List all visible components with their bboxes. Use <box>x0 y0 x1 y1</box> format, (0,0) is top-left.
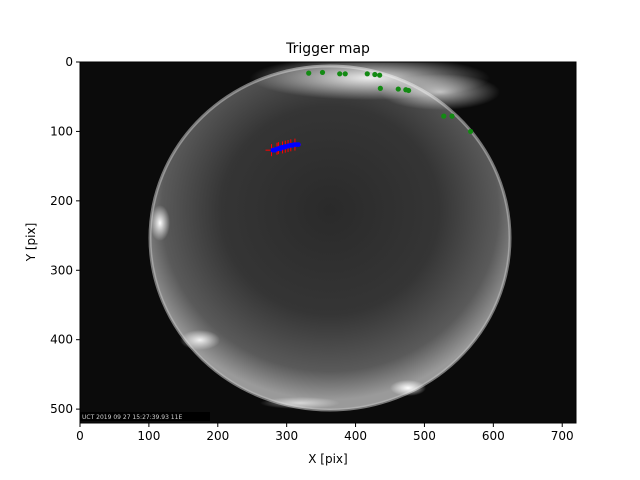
x-tick-label-4: 400 <box>344 429 367 443</box>
trigger-point-12 <box>295 142 301 148</box>
trigger-point-14 <box>278 146 283 152</box>
y-tick-label-4: 400 <box>50 333 73 347</box>
x-tick-label-6: 600 <box>482 429 505 443</box>
star-point-4 <box>364 71 370 77</box>
x-tick-label-0: 0 <box>76 429 84 443</box>
x-tick-label-1: 100 <box>137 429 160 443</box>
star-point-8 <box>395 86 401 92</box>
y-tick-label-0: 0 <box>65 55 73 69</box>
x-axis-label: X [pix] <box>308 452 347 466</box>
y-tick-label-1: 100 <box>50 124 73 138</box>
trigger-point-16 <box>286 143 292 149</box>
sky-image: UCT 2019 09 27 15:27:39.93 11E <box>80 62 576 423</box>
star-point-10 <box>406 87 412 94</box>
x-tick-label-3: 300 <box>275 429 298 443</box>
x-tick-label-2: 200 <box>206 429 229 443</box>
y-tick-label-2: 200 <box>50 194 73 208</box>
star-point-0 <box>306 70 312 76</box>
star-point-3 <box>342 71 348 77</box>
star-point-2 <box>337 71 343 77</box>
data-marks <box>265 69 474 157</box>
trigger-point-17 <box>290 142 296 148</box>
star-point-1 <box>319 69 326 76</box>
y-axis-label: Y [pix] <box>24 223 38 263</box>
chart-title: Trigger map <box>285 41 370 57</box>
plot-frame <box>79 61 577 424</box>
trigger-point-15 <box>282 144 287 150</box>
star-point-11 <box>441 113 447 119</box>
trigger-point-13 <box>272 147 278 153</box>
city-glow-bottom-right <box>390 380 426 396</box>
star-point-6 <box>377 72 383 78</box>
axis-ticks: 0 100 200 300 400 500 600 700 0 100 200 300 400 500 <box>50 55 574 443</box>
y-tick-label-3: 300 <box>50 263 73 277</box>
timestamp-strip <box>80 412 210 421</box>
timestamp-overlay: UCT 2019 09 27 15:27:39.93 11E <box>82 414 182 421</box>
sky-circle <box>150 66 510 410</box>
y-tick-label-5: 500 <box>50 402 73 416</box>
star-point-7 <box>377 85 383 91</box>
star-point-5 <box>372 71 378 78</box>
star-point-13 <box>468 128 474 135</box>
x-tick-label-7: 700 <box>551 429 574 443</box>
x-tick-label-5: 500 <box>413 429 436 443</box>
city-glow-left <box>150 205 170 241</box>
city-glow-bottom-left <box>180 330 220 350</box>
star-point-12 <box>449 113 455 119</box>
